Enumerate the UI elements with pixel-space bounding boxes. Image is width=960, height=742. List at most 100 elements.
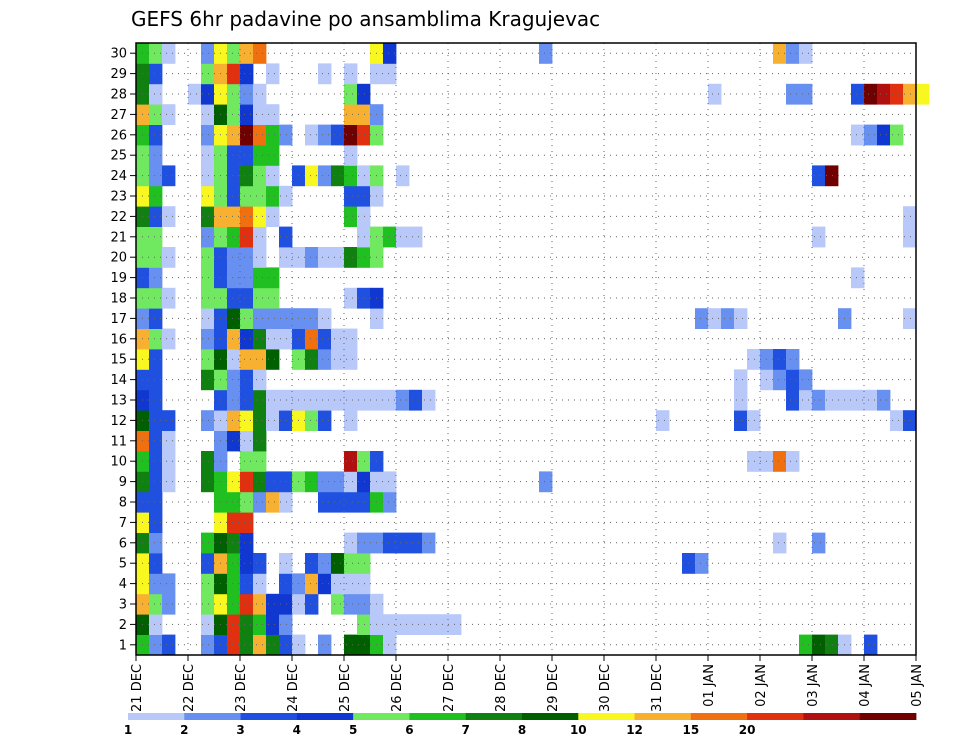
heatmap-cell (331, 247, 345, 268)
colorbar-swatch (240, 713, 298, 720)
x-axis-ticks: 21 DEC 22 DEC 23 DEC 24 DEC 25 DEC 26 DEC 27 D… (130, 655, 925, 712)
heatmap-cell (266, 145, 280, 166)
heatmap-cell (162, 471, 176, 493)
heatmap-cell (162, 430, 176, 452)
heatmap-cell (812, 165, 826, 187)
heatmap-cell (240, 328, 254, 350)
heatmap-cell (227, 593, 241, 615)
heatmap-cell (253, 185, 267, 207)
heatmap-cell (266, 593, 280, 615)
heatmap-cell (903, 206, 917, 227)
heatmap-cell (149, 614, 163, 635)
heatmap-cell (253, 124, 267, 146)
heatmap-cell (357, 226, 371, 248)
heatmap-cell (318, 63, 332, 85)
colorbar-swatch (522, 713, 579, 720)
x-tick-label: 31 DEC (650, 664, 665, 712)
heatmap-cell (318, 573, 332, 595)
heatmap-cell (318, 328, 332, 350)
heatmap-cell (890, 83, 904, 105)
heatmap-cell (383, 43, 397, 64)
heatmap-cell (227, 573, 241, 595)
heatmap-cell (344, 185, 358, 207)
heatmap-cell (825, 634, 839, 656)
heatmap-cell (344, 328, 358, 350)
heatmap-cell (318, 553, 332, 574)
y-axis-ticks: 1234567891011121314151617181920212223242… (110, 47, 136, 653)
heatmap-cell (279, 308, 293, 329)
colorbar-label: 12 (626, 723, 643, 737)
heatmap-cell (786, 43, 800, 64)
heatmap-cell (344, 124, 358, 146)
heatmap-cell (422, 389, 436, 411)
heatmap-cell (201, 369, 215, 391)
heatmap-cell (240, 206, 254, 227)
heatmap-cell (201, 553, 215, 574)
heatmap-cell (201, 104, 215, 125)
y-tick-label: 21 (110, 230, 127, 245)
heatmap-cell (149, 308, 163, 329)
heatmap-cell (240, 451, 254, 472)
heatmap-cell (279, 553, 293, 574)
y-tick-label: 23 (110, 190, 127, 205)
heatmap-cell (383, 63, 397, 85)
heatmap-cell (240, 573, 254, 595)
heatmap-cell (227, 63, 241, 85)
heatmap-cell (305, 165, 319, 187)
heatmap-cell (279, 410, 293, 431)
heatmap-cell (305, 308, 319, 329)
heatmap-cell (344, 145, 358, 166)
y-tick-label: 20 (110, 251, 127, 266)
colorbar-swatch (690, 713, 748, 720)
heatmap-cell (318, 349, 332, 370)
heatmap-cell (240, 104, 254, 125)
heatmap-cell (357, 451, 371, 472)
heatmap-cell (240, 185, 254, 207)
heatmap-cell (786, 451, 800, 472)
heatmap-cell (162, 634, 176, 656)
heatmap-cell (695, 553, 709, 574)
heatmap-cell (149, 247, 163, 268)
heatmap-cell (305, 593, 319, 615)
x-tick-label: 23 DEC (234, 664, 249, 712)
heatmap-cell (240, 369, 254, 391)
heatmap-cell (344, 83, 358, 105)
heatmap-cell (227, 206, 241, 227)
heatmap-cell (318, 247, 332, 268)
heatmap-cell (149, 451, 163, 472)
heatmap-cell (409, 532, 423, 554)
heatmap-cell (227, 124, 241, 146)
heatmap-cell (149, 491, 163, 513)
heatmap-cell (240, 63, 254, 85)
colorbar-label: 15 (683, 723, 700, 737)
colorbar-label: 6 (405, 723, 413, 737)
heatmap-cell (357, 634, 371, 656)
heatmap-cell (383, 491, 397, 513)
heatmap-cell (149, 145, 163, 166)
heatmap-cell (851, 267, 865, 289)
heatmap-cell (266, 267, 280, 289)
heatmap-cell (162, 206, 176, 227)
y-tick-label: 5 (119, 557, 127, 572)
y-tick-label: 1 (119, 638, 127, 653)
heatmap-cell (266, 165, 280, 187)
colorbar-swatch (634, 713, 692, 720)
heatmap-cell (201, 614, 215, 635)
y-tick-label: 4 (119, 577, 127, 592)
heatmap-cell (240, 430, 254, 452)
heatmap-cell (201, 287, 215, 309)
colorbar-label: 2 (180, 723, 188, 737)
heatmap-cell (305, 389, 319, 411)
heatmap-cell (253, 165, 267, 187)
heatmap-cell (227, 145, 241, 166)
heatmap-cell (240, 165, 254, 187)
heatmap-cell (812, 226, 826, 248)
heatmap-cell (240, 634, 254, 656)
heatmap-cell (864, 83, 878, 105)
heatmap-cell (253, 614, 267, 635)
y-tick-label: 7 (119, 516, 127, 531)
heatmap-cell (318, 124, 332, 146)
heatmap-cell (227, 614, 241, 635)
heatmap-cell (279, 634, 293, 656)
heatmap-cell (253, 593, 267, 615)
